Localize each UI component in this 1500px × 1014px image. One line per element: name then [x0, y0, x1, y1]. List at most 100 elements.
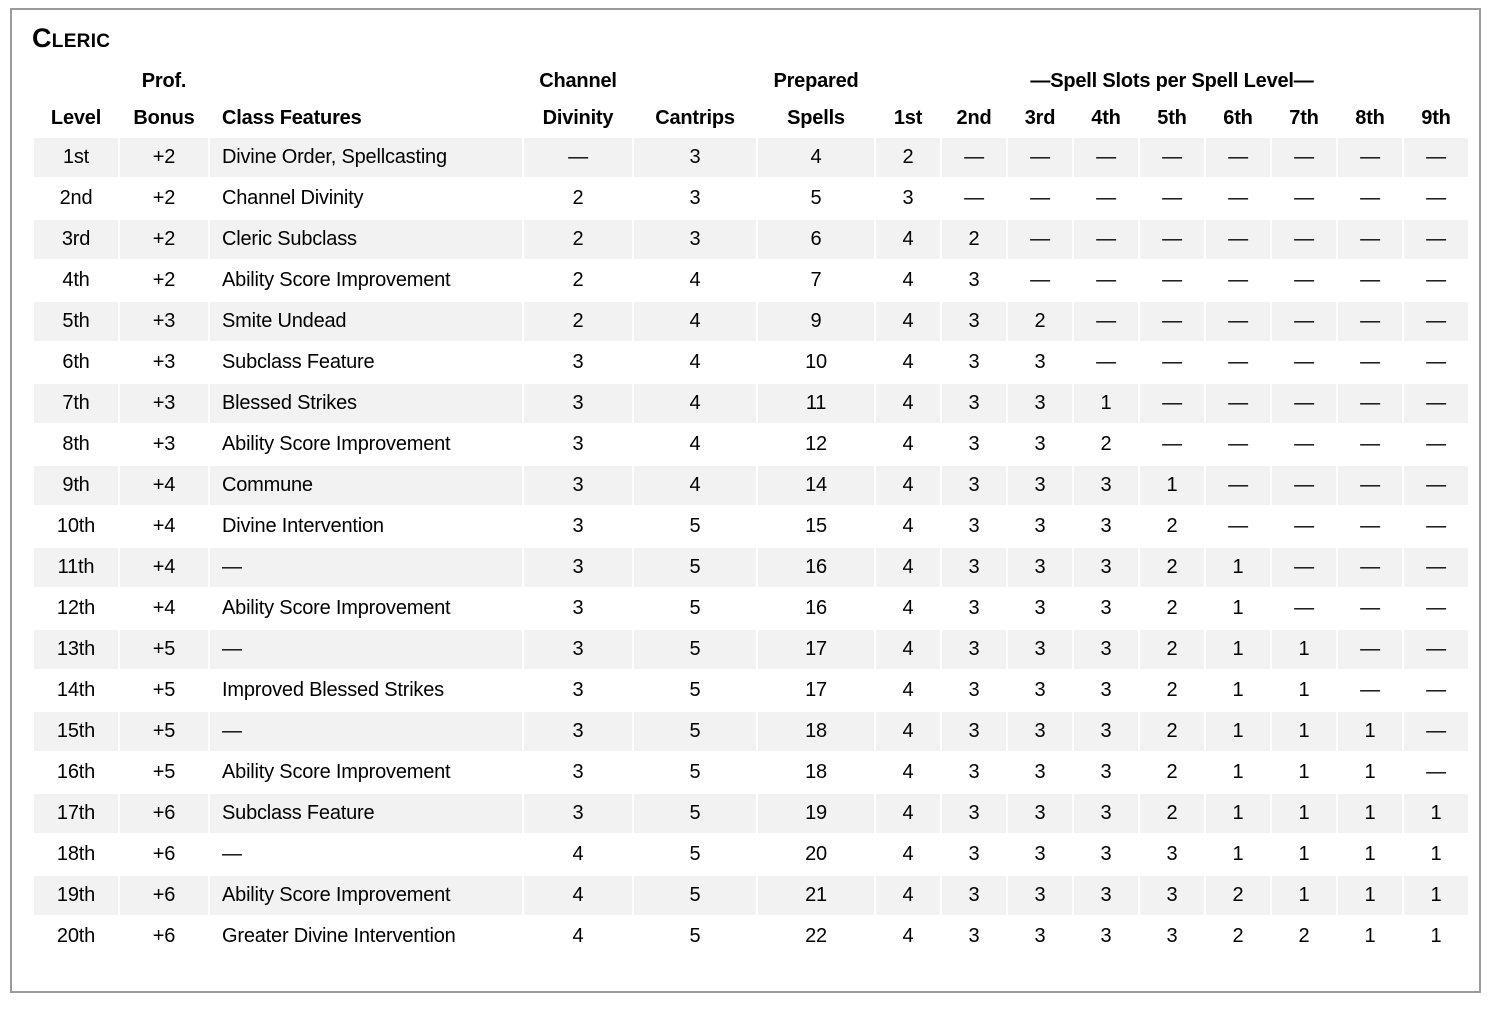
prof-bonus-cell: +6 — [152, 925, 176, 947]
slot-8th-cell: 1 — [1364, 925, 1376, 947]
slot-8th-cell: — — [1360, 269, 1380, 291]
channel-divinity-cell: 3 — [572, 515, 584, 537]
slot-1st-cell: 4 — [876, 548, 940, 587]
slot-5th-cell: 3 — [1140, 876, 1204, 915]
slot-8th-cell: — — [1338, 548, 1402, 587]
slot-7th-cell: — — [1272, 466, 1336, 505]
table-header: Prof. Channel Prepared —Spell Slots per … — [34, 64, 1468, 136]
cantrips-cell: 5 — [689, 679, 701, 701]
slot-1st-cell: 2 — [876, 138, 940, 177]
cantrips-cell: 5 — [634, 876, 756, 915]
class-features-cell: Channel Divinity — [222, 187, 364, 209]
header-spacer — [34, 64, 118, 99]
table-row: 16th +5 Ability Score Improvement 3 5 18 4 3 3 3 2… — [34, 753, 1468, 792]
slot-5th-cell: 2 — [1140, 712, 1204, 751]
slot-5th-cell: — — [1140, 384, 1204, 423]
table-row: 7th +3 Blessed Strikes 3 4 11 4 3 3 1— — — — — — [34, 384, 1468, 423]
slot-9th-cell: — — [1404, 630, 1468, 669]
slot-7th-cell: 1 — [1298, 761, 1310, 783]
prof-bonus-cell: +4 — [152, 515, 176, 537]
channel-divinity-cell: 3 — [524, 384, 632, 423]
prof-bonus-cell: +5 — [120, 712, 208, 751]
prepared-spells-cell: 10 — [805, 351, 827, 373]
slot-2nd-cell: 3 — [968, 351, 980, 373]
slot-3rd-cell: 3 — [1034, 843, 1046, 865]
header-slot-5th: 5th — [1157, 107, 1187, 129]
prepared-spells-cell: 4 — [758, 138, 874, 177]
slot-6th-cell: 2 — [1206, 876, 1270, 915]
channel-divinity-cell: 2 — [572, 269, 584, 291]
slot-3rd-cell: 2 — [1008, 302, 1072, 341]
slot-9th-cell: 1 — [1404, 794, 1468, 833]
slot-4th-cell: 3 — [1100, 843, 1112, 865]
slot-9th-cell: — — [1426, 515, 1446, 537]
slot-6th-cell: — — [1228, 187, 1248, 209]
slot-2nd-cell: 3 — [942, 548, 1006, 587]
table-body: 1st +2 Divine Order, Spellcasting —3 4 2— — — — —… — [34, 138, 1468, 956]
slot-4th-cell: 1 — [1074, 384, 1138, 423]
slot-7th-cell: — — [1294, 597, 1314, 619]
slot-9th-cell: 1 — [1404, 876, 1468, 915]
slot-1st-cell: 4 — [902, 269, 914, 291]
slot-3rd-cell: 3 — [1008, 384, 1072, 423]
slot-2nd-cell: 3 — [968, 925, 980, 947]
slot-9th-cell: — — [1426, 597, 1446, 619]
slot-8th-cell: — — [1360, 515, 1380, 537]
prof-bonus-cell: +3 — [152, 433, 176, 455]
slot-9th-cell: — — [1426, 679, 1446, 701]
table-row: 14th +5 Improved Blessed Strikes 3 5 17 4 3 3 3 2 1… — [34, 671, 1468, 710]
slot-4th-cell: — — [1096, 351, 1116, 373]
table-row: 11th +4—3 5 16 4 3 3 3 2 1— — — — [34, 548, 1468, 587]
slot-3rd-cell: 3 — [1034, 515, 1046, 537]
level-cell: 11th — [34, 548, 118, 587]
header-spell-slots-span: —Spell Slots per Spell Level— — [1030, 70, 1314, 92]
slot-9th-cell: — — [1426, 351, 1446, 373]
table-row: 1st +2 Divine Order, Spellcasting —3 4 2— — — — —… — [34, 138, 1468, 177]
prepared-spells-cell: 5 — [810, 187, 822, 209]
slot-1st-cell: 4 — [876, 220, 940, 259]
level-cell: 20th — [56, 925, 96, 947]
prepared-spells-cell: 17 — [758, 630, 874, 669]
cantrips-cell: 5 — [634, 630, 756, 669]
prof-bonus-cell: +2 — [120, 138, 208, 177]
header-slot-3rd: 3rd — [1024, 107, 1056, 129]
header-cantrips: Cantrips — [655, 107, 735, 129]
prepared-spells-cell: 15 — [805, 515, 827, 537]
slot-6th-cell: 1 — [1232, 597, 1244, 619]
slot-5th-cell: 1 — [1140, 466, 1204, 505]
prof-bonus-cell: +6 — [120, 876, 208, 915]
channel-divinity-cell: 3 — [524, 630, 632, 669]
level-cell: 2nd — [59, 187, 93, 209]
header-slot-7th: 7th — [1289, 107, 1319, 129]
slot-7th-cell: 1 — [1298, 843, 1310, 865]
cantrips-cell: 5 — [634, 794, 756, 833]
header-slot-9th: 9th — [1421, 107, 1451, 129]
class-features-cell: — — [210, 630, 522, 669]
cantrips-cell: 4 — [689, 433, 701, 455]
prepared-spells-cell: 19 — [758, 794, 874, 833]
cantrips-cell: 4 — [689, 269, 701, 291]
slot-1st-cell: 4 — [876, 302, 940, 341]
slot-2nd-cell: 3 — [968, 761, 980, 783]
header-row-top: Prof. Channel Prepared —Spell Slots per … — [34, 64, 1468, 99]
cantrips-cell: 5 — [689, 515, 701, 537]
table-row: 2nd +2 Channel Divinity 2 3 5 3 — — — — — — — — — [34, 179, 1468, 218]
slot-6th-cell: — — [1206, 138, 1270, 177]
level-cell: 16th — [56, 761, 96, 783]
cantrips-cell: 5 — [689, 597, 701, 619]
table-row: 8th +3 Ability Score Improvement 3 4 12 4 3 3 2 — —… — [34, 425, 1468, 464]
slot-4th-cell: 3 — [1074, 876, 1138, 915]
table-row: 5th +3 Smite Undead 2 4 9 4 3 2— — — — — — — [34, 302, 1468, 341]
slot-4th-cell: 3 — [1074, 466, 1138, 505]
prepared-spells-cell: 21 — [758, 876, 874, 915]
prepared-spells-cell: 9 — [758, 302, 874, 341]
level-cell: 19th — [34, 876, 118, 915]
header-divinity: Divinity — [542, 107, 614, 129]
slot-1st-cell: 4 — [876, 630, 940, 669]
header-channel: Channel — [539, 70, 617, 92]
slot-1st-cell: 4 — [876, 876, 940, 915]
slot-4th-cell: 3 — [1100, 515, 1112, 537]
slot-8th-cell: — — [1338, 466, 1402, 505]
slot-9th-cell: — — [1404, 712, 1468, 751]
slot-1st-cell: 4 — [902, 761, 914, 783]
